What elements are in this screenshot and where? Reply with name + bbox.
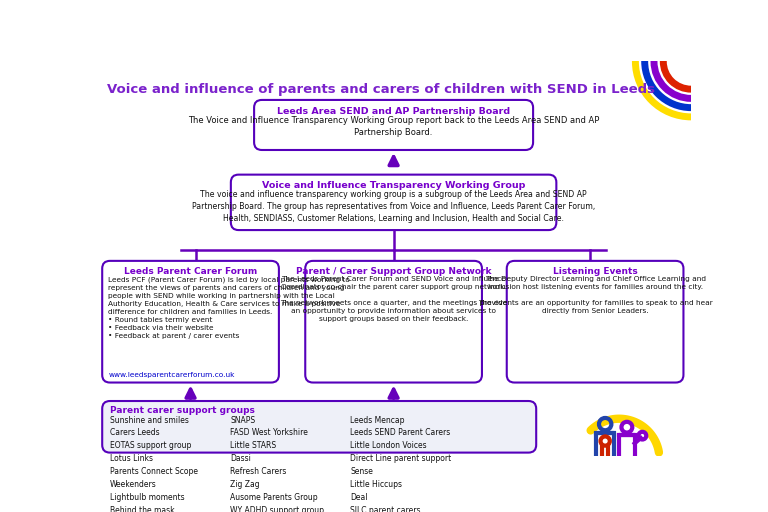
Text: SNAPS
FASD West Yorkshire
Little STARS
Dassi
Refresh Carers
Zig Zag
Ausome Paren: SNAPS FASD West Yorkshire Little STARS D… [230, 416, 324, 512]
Text: Leeds PCF (Parent Carer Forum) is led by local parents working to
represent the : Leeds PCF (Parent Carer Forum) is led by… [108, 276, 350, 339]
FancyBboxPatch shape [305, 261, 482, 382]
Text: Voice and Influence Transparency Working Group: Voice and Influence Transparency Working… [262, 181, 525, 190]
Text: Voice and influence of parents and carers of children with SEND in Leeds: Voice and influence of parents and carer… [107, 83, 655, 96]
Text: Leeds Parent Carer Forum: Leeds Parent Carer Forum [124, 267, 257, 276]
FancyBboxPatch shape [102, 261, 279, 382]
FancyBboxPatch shape [254, 100, 533, 150]
Text: Leeds Area SEND and AP Partnership Board: Leeds Area SEND and AP Partnership Board [277, 107, 510, 116]
Text: Sunshine and smiles
Carers Leeds
EOTAS support group
Lotus Links
Parents Connect: Sunshine and smiles Carers Leeds EOTAS s… [110, 416, 198, 512]
Text: The Deputy Director Learning and Chief Office Learning and
Inclusion host listen: The Deputy Director Learning and Chief O… [478, 276, 713, 314]
FancyBboxPatch shape [102, 401, 536, 453]
Text: www.leedsparentcarerforum.co.uk: www.leedsparentcarerforum.co.uk [108, 372, 235, 378]
FancyBboxPatch shape [231, 175, 556, 230]
Text: The Voice and Influence Transparency Working Group report back to the Leeds Area: The Voice and Influence Transparency Wor… [188, 116, 599, 137]
FancyBboxPatch shape [507, 261, 684, 382]
Text: Parent carer support groups: Parent carer support groups [110, 407, 255, 415]
Text: Listening Events: Listening Events [553, 267, 637, 276]
Text: Leeds Mencap
Leeds SEND Parent Carers
Little London Voices
Direct Line parent su: Leeds Mencap Leeds SEND Parent Carers Li… [350, 416, 452, 512]
Text: Parent / Carer Support Group Network: Parent / Carer Support Group Network [296, 267, 492, 276]
Text: The Leeds Parent Carer Forum and SEND Voice and Influence
Coordinator co-chair t: The Leeds Parent Carer Forum and SEND Vo… [280, 276, 507, 322]
Text: The voice and influence transparency working group is a subgroup of the Leeds Ar: The voice and influence transparency wor… [192, 190, 595, 223]
